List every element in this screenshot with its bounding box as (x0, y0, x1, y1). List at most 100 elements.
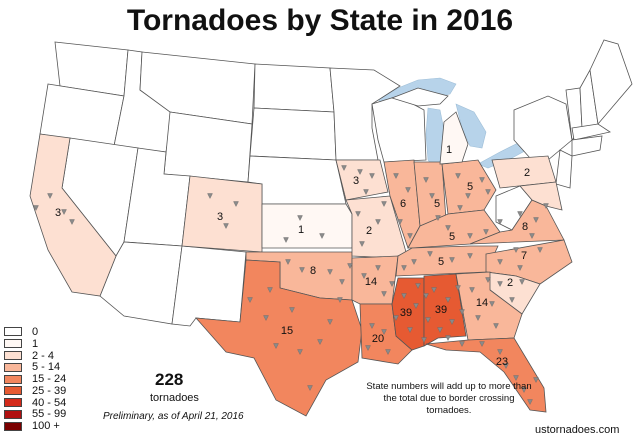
legend-item: 15 - 24 (4, 373, 66, 385)
tornado-marker (457, 205, 463, 211)
tornado-marker (519, 279, 525, 285)
tornado-marker (341, 165, 347, 171)
tornado-marker (405, 187, 411, 193)
legend-swatch (4, 398, 22, 408)
state-ks (261, 203, 353, 249)
tornado-marker (385, 349, 391, 355)
tornado-marker (513, 247, 519, 253)
legend-swatch (4, 421, 22, 431)
tornado-marker (449, 319, 455, 325)
tornado-marker (445, 225, 451, 231)
legend-swatch (4, 409, 22, 419)
tornado-marker (467, 253, 473, 259)
tornado-marker (369, 323, 375, 329)
state-fl (425, 337, 547, 413)
label-ia: 3 (353, 175, 359, 187)
label-mo: 2 (366, 225, 372, 237)
state-ct-ri (571, 135, 603, 157)
tornado-marker (401, 265, 407, 271)
legend-item: 5 - 14 (4, 361, 66, 373)
legend-label: 0 (32, 325, 39, 338)
state-md-de (519, 181, 563, 211)
state-ia (335, 159, 389, 201)
label-tn: 5 (438, 256, 444, 268)
tornado-marker (381, 329, 387, 335)
tornado-marker (267, 287, 273, 293)
legend-label: 2 - 4 (32, 349, 55, 362)
tornado-marker (381, 201, 387, 207)
tornado-marker (397, 219, 403, 225)
border-crossing-note: State numbers will add up to more than t… (366, 381, 532, 416)
label-ca: 3 (55, 207, 61, 219)
tornado-marker (355, 211, 361, 217)
legend-item: 55 - 99 (4, 408, 66, 420)
legend-item: 100 + (4, 420, 66, 432)
tornado-marker (489, 301, 495, 307)
label-ky: 5 (449, 231, 455, 243)
legend-label: 15 - 24 (32, 373, 67, 386)
tornado-marker (273, 343, 279, 349)
legend-swatch (4, 386, 22, 396)
state-ca (29, 133, 117, 297)
tornado-marker (393, 173, 399, 179)
tornado-marker (529, 233, 535, 239)
legend-label: 1 (32, 337, 39, 350)
tornado-marker (361, 273, 367, 279)
label-in: 5 (434, 198, 440, 210)
legend-swatch (4, 350, 22, 360)
legend-label: 5 - 14 (32, 361, 61, 374)
tornado-marker (509, 297, 515, 303)
tornado-marker (381, 291, 387, 297)
state-nm (171, 245, 247, 327)
legend-item: 2 - 4 (4, 350, 66, 362)
tornado-marker (449, 257, 455, 263)
label-ok: 8 (310, 265, 316, 277)
tornado-marker (327, 269, 333, 275)
state-mn (329, 67, 401, 161)
label-oh: 5 (467, 181, 473, 193)
tornado-marker (423, 293, 429, 299)
tornado-marker (459, 341, 465, 347)
state-me (589, 39, 633, 125)
tornado-marker (493, 323, 499, 329)
tornado-marker (337, 297, 343, 303)
tornado-marker (521, 387, 527, 393)
tornado-marker (299, 267, 305, 273)
tornado-marker (497, 259, 503, 265)
tornado-marker (407, 233, 413, 239)
tornado-marker (375, 265, 381, 271)
tornado-marker (455, 285, 461, 291)
legend-item: 25 - 39 (4, 385, 66, 397)
legend-label: 100 + (32, 420, 60, 433)
tornado-marker (483, 229, 489, 235)
state-wy (163, 111, 253, 183)
tornado-marker (475, 315, 481, 321)
tornado-marker (445, 297, 451, 303)
tornado-marker (297, 215, 303, 221)
tornado-marker (223, 223, 229, 229)
tornado-marker (437, 327, 443, 333)
state-sd (249, 107, 337, 161)
tornado-marker (207, 193, 213, 199)
tornado-marker (393, 315, 399, 321)
tornado-marker (415, 283, 421, 289)
legend-swatch (4, 362, 22, 372)
legend-label: 40 - 54 (32, 396, 67, 409)
tornado-marker (61, 209, 67, 215)
tornado-marker (69, 219, 75, 225)
tornado-marker (497, 349, 503, 355)
state-tn (395, 245, 499, 277)
tornado-marker (479, 177, 485, 183)
site-credit: ustornadoes.com (535, 424, 620, 436)
legend-item: 40 - 54 (4, 397, 66, 409)
tornado-marker (285, 259, 291, 265)
tornado-marker (459, 309, 465, 315)
tornado-marker (485, 189, 491, 195)
legend-swatch (4, 374, 22, 384)
tornado-marker (289, 307, 295, 313)
tornado-marker (485, 277, 491, 283)
total-unit: tornadoes (150, 392, 199, 404)
tornado-marker (33, 205, 39, 211)
label-co: 3 (217, 211, 223, 223)
tornado-marker (435, 215, 441, 221)
